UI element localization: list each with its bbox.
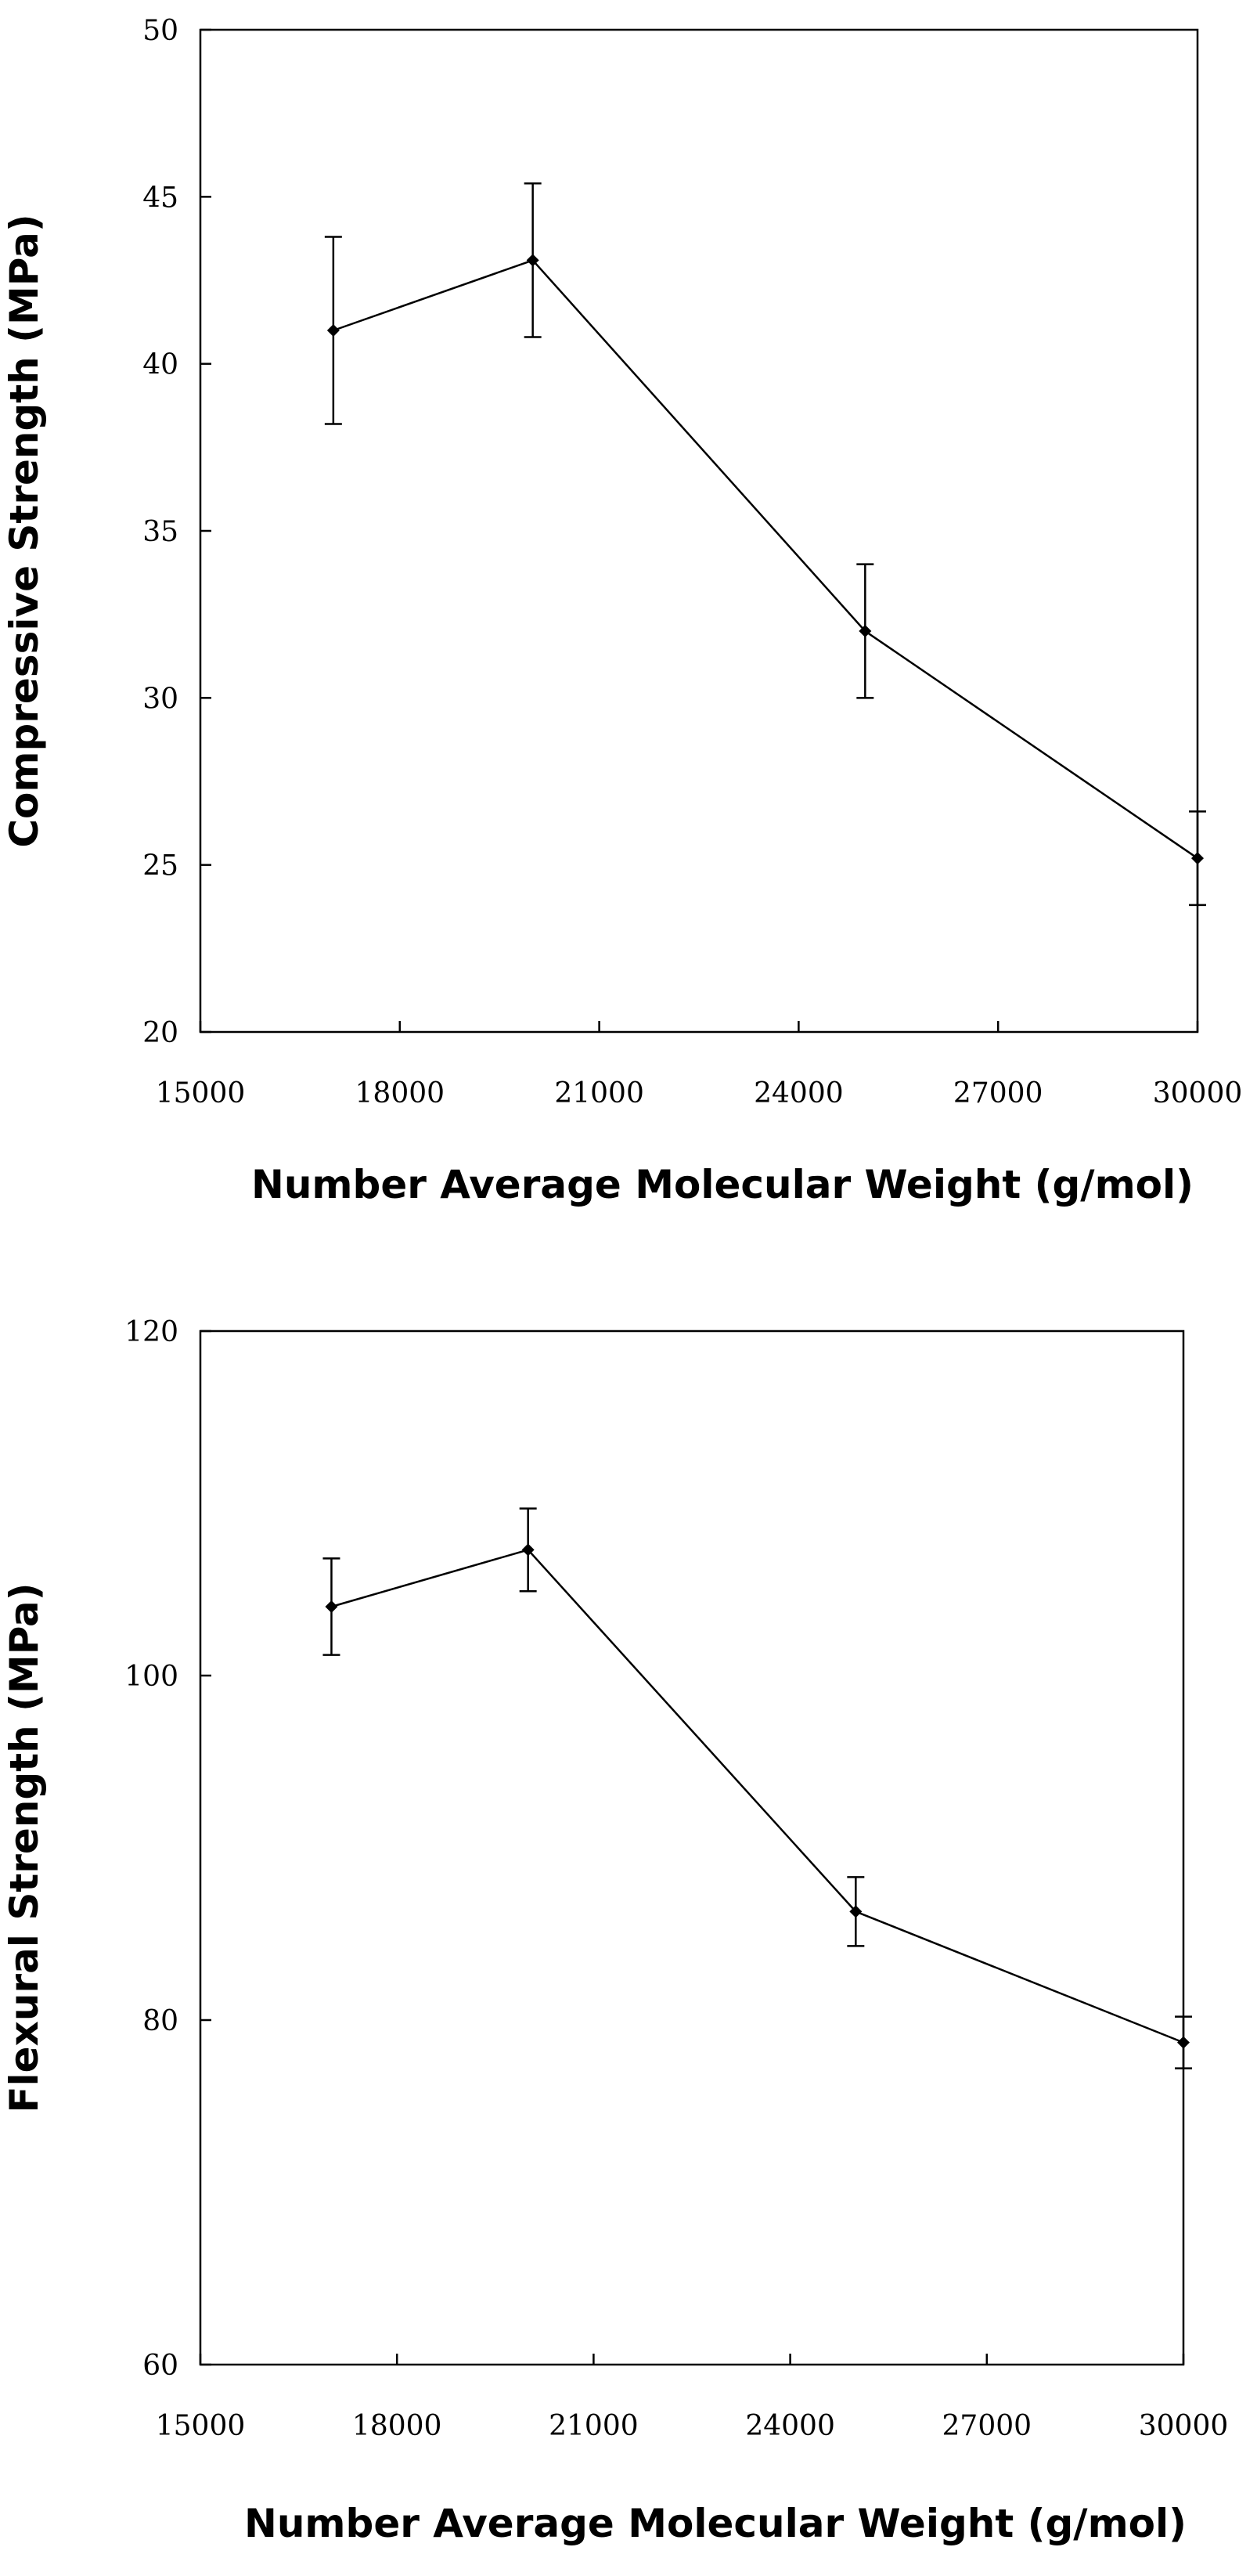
data-point xyxy=(325,1600,338,1613)
data-point xyxy=(521,1543,535,1557)
plot-frame xyxy=(199,1329,1185,2366)
x-tick-label: 30000 xyxy=(1153,1077,1243,1109)
x-axis-label: Number Average Molecular Weight (g/mol) xyxy=(251,1162,1194,1207)
data-point xyxy=(859,625,872,637)
y-tick-label: 50 xyxy=(142,15,178,47)
y-tick-label: 60 xyxy=(142,2350,178,2382)
data-point xyxy=(1191,852,1204,865)
x-tick-label: 21000 xyxy=(554,1077,644,1109)
y-tick-label: 25 xyxy=(142,850,178,882)
x-tick-label: 27000 xyxy=(942,2410,1032,2442)
x-tick-label: 18000 xyxy=(352,2410,442,2442)
data-point xyxy=(526,254,539,267)
x-tick-label: 15000 xyxy=(156,2410,246,2442)
compressive-strength-chart: 20 25 30 35 40 45 50 15000 18000 21000 24000 27000 3… xyxy=(2,15,1242,1207)
series-line xyxy=(331,1548,1184,2044)
y-tick-label: 45 xyxy=(142,182,178,214)
y-axis-label: Compressive Strength (MPa) xyxy=(2,214,47,847)
flexural-strength-chart: 60 80 100 120 15000 18000 21000 24000 27000 30000… xyxy=(2,1316,1228,2546)
x-tick-label: 15000 xyxy=(156,1077,246,1109)
x-tick-label: 24000 xyxy=(754,1077,844,1109)
data-point xyxy=(326,324,340,337)
y-tick-label: 120 xyxy=(124,1316,178,1348)
x-axis-label: Number Average Molecular Weight (g/mol) xyxy=(244,2501,1187,2546)
y-tick-label: 35 xyxy=(142,516,178,548)
y-tick-label: 80 xyxy=(142,2005,178,2037)
y-axis-label: Flexural Strength (MPa) xyxy=(2,1582,47,2112)
plot-frame xyxy=(199,28,1199,1034)
series-line xyxy=(333,258,1198,860)
x-tick-label: 18000 xyxy=(355,1077,445,1109)
x-tick-label: 21000 xyxy=(549,2410,639,2442)
data-point xyxy=(849,1905,863,1918)
y-tick-label: 20 xyxy=(142,1017,178,1049)
y-tick-label: 100 xyxy=(124,1661,178,1693)
y-tick-label: 40 xyxy=(142,349,178,381)
x-tick-label: 27000 xyxy=(953,1077,1043,1109)
x-tick-label: 30000 xyxy=(1139,2410,1229,2442)
y-tick-label: 30 xyxy=(142,683,178,715)
x-tick-label: 24000 xyxy=(745,2410,835,2442)
data-point xyxy=(1177,2036,1190,2049)
